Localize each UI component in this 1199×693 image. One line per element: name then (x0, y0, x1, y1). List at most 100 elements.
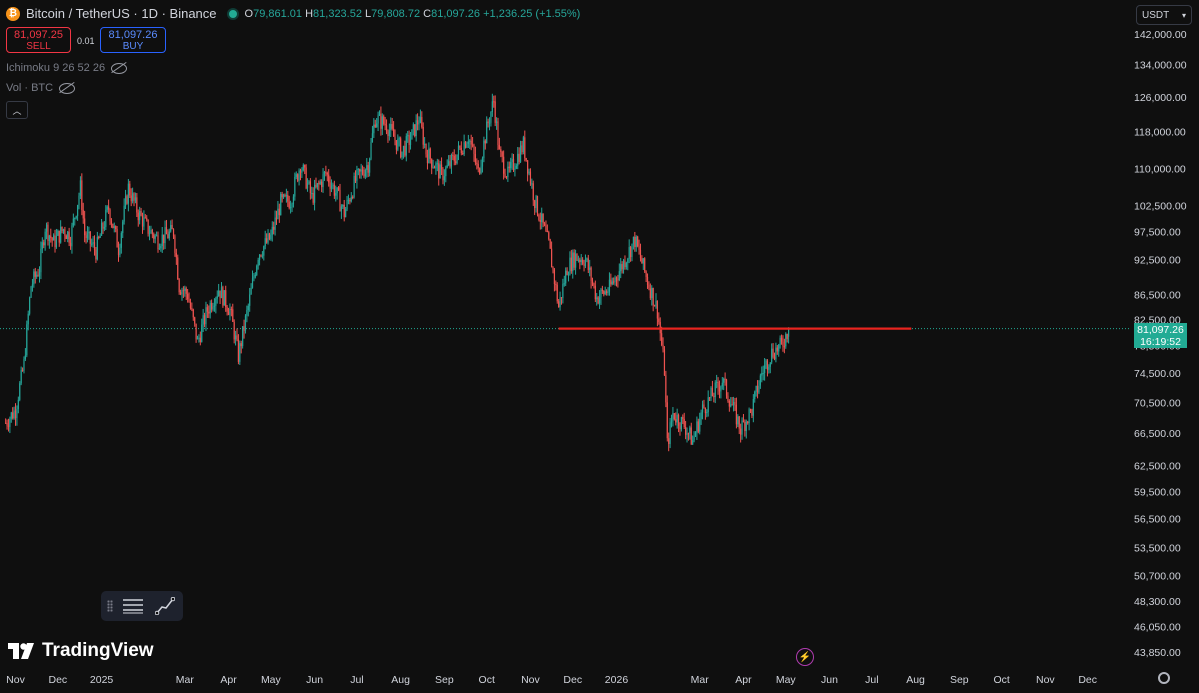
price-chart[interactable] (0, 0, 1130, 668)
candle (250, 283, 252, 295)
currency-select[interactable]: USDT ▾ (1136, 5, 1192, 25)
candle (748, 407, 750, 431)
candle (178, 278, 180, 295)
lightning-icon[interactable]: ⚡ (796, 648, 814, 666)
candle (74, 217, 76, 226)
candle (596, 292, 598, 306)
time-axis[interactable]: Nov Dec 2025 Mar Apr May Jun Jul Aug Sep Oct Nov Dec… (0, 668, 1130, 693)
candle (305, 164, 307, 190)
symbol-title[interactable]: Bitcoin / TetherUS · 1D · Binance (26, 6, 217, 21)
candle (27, 310, 29, 331)
candle (387, 129, 389, 143)
eye-hidden-icon[interactable] (111, 62, 128, 74)
candle (494, 95, 496, 127)
buy-button[interactable]: 81,097.26 BUY (100, 27, 166, 53)
candle (271, 221, 273, 242)
candle (638, 239, 640, 255)
candle (122, 219, 124, 239)
candle (297, 173, 299, 183)
candle (141, 212, 144, 234)
candle (589, 259, 591, 277)
candle (555, 280, 557, 291)
candle (611, 277, 613, 286)
candle (246, 305, 248, 323)
tradingview-logo[interactable]: TradingView (8, 640, 154, 662)
candle (517, 146, 519, 170)
candle (373, 118, 375, 138)
price-tick-label: 48,300.00 (1134, 596, 1181, 608)
candle (749, 408, 752, 414)
candle (448, 155, 450, 167)
candle (164, 220, 166, 250)
candle (194, 316, 196, 327)
candle (116, 225, 118, 248)
last-price-tag: 81,097.26 16:19:52 (1134, 323, 1187, 348)
candle (536, 195, 539, 217)
spread-value: 0.01 (77, 36, 95, 46)
candle (512, 153, 515, 172)
sell-button[interactable]: 81,097.25 SELL (6, 27, 71, 53)
candle (625, 261, 627, 270)
candle (50, 228, 52, 243)
candle (143, 210, 145, 231)
candle (285, 188, 287, 203)
candle (155, 231, 158, 237)
candle (326, 171, 328, 182)
indicator-volume[interactable]: Vol · BTC (6, 82, 76, 94)
candle (759, 373, 761, 389)
price-tick-label: 126,000.00 (1134, 92, 1187, 104)
candle (247, 303, 249, 317)
last-price-value: 81,097.26 (1137, 324, 1184, 336)
candle (709, 397, 711, 401)
candle (136, 193, 138, 218)
eye-hidden-icon[interactable] (59, 82, 76, 94)
sell-price: 81,097.25 (14, 29, 63, 41)
candle (424, 137, 426, 149)
indicator-ichimoku[interactable]: Ichimoku 9 26 52 26 (6, 62, 128, 74)
high-label: H (305, 7, 314, 20)
price-tick-label: 50,700.00 (1134, 571, 1181, 583)
candle (422, 122, 424, 149)
candle (160, 243, 162, 252)
candle (258, 254, 261, 266)
candle (140, 207, 142, 217)
price-tick-label: 97,500.00 (1134, 227, 1181, 239)
candle (360, 163, 362, 179)
candle (772, 343, 774, 359)
candle (672, 407, 674, 427)
candle (359, 168, 361, 179)
candle (426, 149, 429, 170)
candle (696, 416, 698, 440)
candle (266, 233, 268, 244)
candle (336, 187, 338, 200)
high-value: 81,323.52 (313, 7, 362, 20)
candle (202, 308, 204, 333)
settings-gear-icon[interactable] (1158, 672, 1170, 684)
price-tick-label: 43,850.00 (1134, 647, 1181, 659)
candle (154, 233, 156, 244)
candle (299, 168, 302, 181)
candle (251, 270, 254, 289)
time-tick-label: Nov (521, 674, 540, 686)
candle (234, 330, 237, 346)
candle (608, 272, 611, 296)
candle (631, 243, 633, 262)
candle (567, 271, 570, 282)
candle (466, 141, 468, 149)
candle (785, 332, 787, 349)
drag-handle-icon[interactable] (107, 600, 113, 612)
candle (656, 300, 659, 327)
candle (40, 241, 42, 280)
candle (378, 110, 381, 116)
candle (714, 380, 716, 404)
candle (120, 231, 122, 254)
collapse-indicators-button[interactable]: ︿ (6, 101, 28, 119)
sell-label: SELL (26, 41, 51, 52)
time-tick-label: Dec (48, 674, 67, 686)
time-tick-label: Jul (350, 674, 363, 686)
candle (340, 204, 342, 219)
candle (313, 179, 316, 211)
line-settings-button[interactable] (121, 595, 145, 617)
candle (222, 285, 224, 308)
trend-line-button[interactable] (153, 595, 177, 617)
